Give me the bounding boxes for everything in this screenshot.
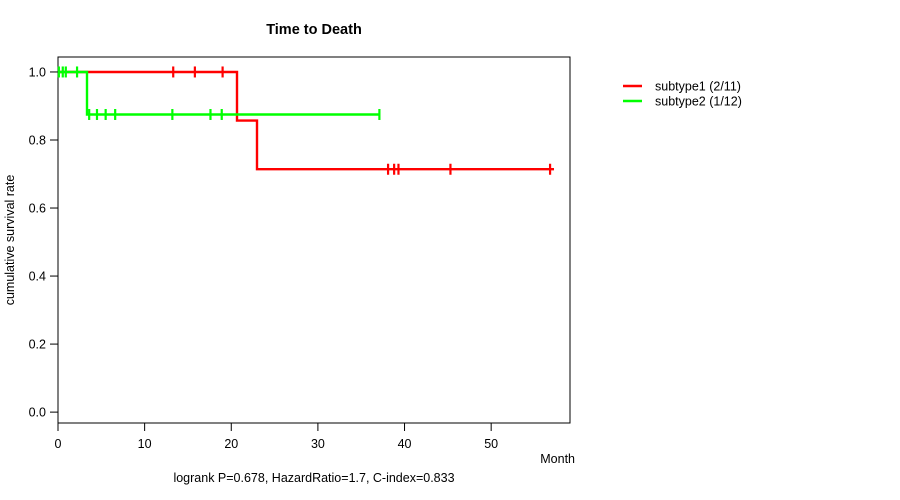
y-tick-label: 1.0: [29, 65, 46, 79]
y-tick-label: 0.6: [29, 202, 46, 216]
plot-box: [57, 56, 571, 424]
x-tick-label: 20: [224, 437, 238, 451]
x-tick-label: 10: [138, 437, 152, 451]
survival-curve-1: [58, 70, 554, 171]
x-tick-label: 40: [398, 437, 412, 451]
stats-annotation: logrank P=0.678, HazardRatio=1.7, C-inde…: [173, 471, 454, 485]
x-tick-label: 0: [55, 437, 62, 451]
y-tick-label: 0.2: [29, 338, 46, 352]
y-axis-label: cumulative survival rate: [3, 175, 17, 306]
y-tick-label: 0.8: [29, 133, 46, 147]
legend-label-subtype2: subtype2 (1/12): [655, 95, 742, 109]
chart-layer: 0.0 0.2 0.4 0.6 0.8 1.0 0 10 20 30 40 50: [29, 56, 571, 451]
survival-curve-2: [58, 70, 381, 116]
y-tick-label: 0.0: [29, 406, 46, 420]
legend: subtype1 (2/11) subtype2 (1/12): [623, 80, 742, 109]
y-tick-label: 0.4: [29, 270, 46, 284]
legend-label-subtype1: subtype1 (2/11): [655, 80, 741, 94]
x-tick-label: 30: [311, 437, 325, 451]
x-tick-label: 50: [484, 437, 498, 451]
x-axis-label: Month: [540, 452, 575, 466]
chart-title: Time to Death: [266, 22, 362, 38]
